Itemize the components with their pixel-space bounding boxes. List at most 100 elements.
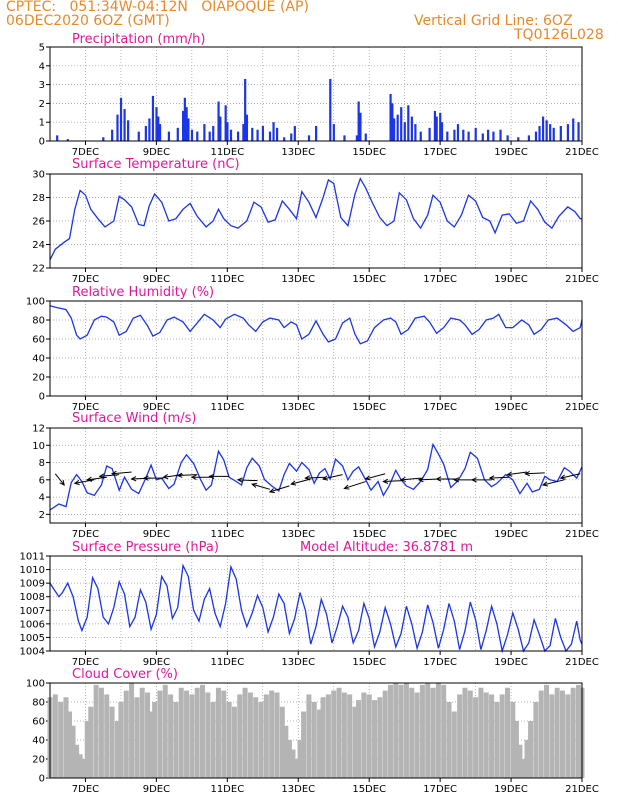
- cloud-column: [570, 687, 576, 778]
- pres-xtick-label: 21DEC: [565, 657, 599, 668]
- precip-bar: [545, 120, 548, 141]
- cloud-column: [84, 721, 90, 778]
- pres-ytick-label: 1006: [20, 619, 45, 630]
- temp-xtick-label: 11DEC: [210, 274, 244, 285]
- header-right-line1: Vertical Grid Line: 6OZ: [414, 13, 573, 29]
- pres-ytick-label: 1004: [20, 647, 45, 658]
- wind-wind-vector: [237, 479, 258, 482]
- precip-bar: [151, 95, 155, 141]
- temp-ytick-label: 22: [32, 264, 45, 275]
- cloud-column: [483, 692, 489, 778]
- wind-wind-arrowhead: [506, 471, 513, 477]
- pres-series-line: [49, 563, 583, 654]
- rh-title: Relative Humidity (%): [72, 285, 214, 300]
- cloud-ytick-label: 20: [32, 755, 45, 766]
- wind-wind-vector: [74, 479, 95, 484]
- precip-bar: [453, 129, 456, 141]
- precip-bar: [541, 116, 545, 141]
- pres-xtick-label: 13DEC: [281, 657, 315, 668]
- cloud-column: [263, 694, 269, 778]
- wind-wind-arrowhead: [268, 488, 275, 494]
- cloud-column: [242, 687, 248, 778]
- precip-bar: [167, 131, 171, 141]
- wind-xtick-label: 13DEC: [281, 529, 315, 540]
- pres-ytick-label: 1011: [20, 552, 45, 563]
- precip-bar: [446, 131, 449, 141]
- precip-ytick-label: 5: [39, 43, 45, 54]
- pres-ytick-label: 1010: [20, 565, 45, 576]
- wind-ytick-label: 10: [32, 441, 45, 452]
- precip-bar: [534, 131, 538, 141]
- wind-wind-arrowhead: [190, 474, 197, 480]
- precip-bar: [559, 125, 562, 141]
- wind-wind-vector: [252, 483, 271, 490]
- cloud-column: [58, 702, 64, 778]
- cloud-column: [104, 694, 110, 778]
- temp-ytick-label: 28: [32, 193, 45, 204]
- precip-bar: [261, 125, 264, 141]
- precip-bar: [393, 118, 396, 141]
- cloud-column: [70, 725, 76, 778]
- wind-wind-arrowhead: [162, 474, 169, 480]
- wind-wind-arrowhead: [364, 475, 371, 481]
- cloud-column: [194, 687, 200, 778]
- precip-bar: [389, 94, 392, 141]
- temp-xtick-label: 15DEC: [352, 274, 386, 285]
- temp-ytick-label: 24: [32, 240, 45, 251]
- wind-wind-vector: [344, 481, 366, 489]
- wind-series-line: [49, 442, 583, 511]
- wind-wind-vector: [507, 471, 528, 476]
- precip-bar: [343, 135, 346, 141]
- cloud-column: [311, 702, 317, 778]
- cloud-column: [393, 683, 399, 778]
- cloud-column: [533, 702, 539, 778]
- rh-xtick-label: 17DEC: [423, 402, 457, 413]
- pres-xtick-label: 11DEC: [210, 657, 244, 668]
- cloud-column: [528, 721, 534, 778]
- cloud-column: [162, 684, 168, 778]
- precip-bar: [517, 137, 520, 141]
- pres-ytick-label: 1007: [20, 606, 45, 617]
- precip-bar: [116, 114, 119, 141]
- cloud-column: [253, 697, 259, 778]
- wind-wind-vector: [560, 473, 581, 479]
- wind-wind-vector: [112, 471, 132, 475]
- precip-bar: [111, 129, 114, 141]
- cloud-title: Cloud Cover (%): [72, 667, 178, 682]
- precip-bar: [492, 131, 495, 141]
- wind-xtick-label: 21DEC: [565, 529, 599, 540]
- cloud-column: [361, 692, 367, 778]
- cloud-column: [210, 702, 216, 778]
- wind-wind-vector: [54, 473, 65, 486]
- rh-ytick-label: 100: [26, 297, 45, 308]
- precip-bar: [251, 127, 254, 141]
- cloud-column: [200, 684, 206, 778]
- wind-ytick-label: 2: [39, 510, 45, 521]
- precip-bar: [293, 125, 296, 141]
- precip-bar: [487, 129, 490, 141]
- cloud-column: [317, 709, 323, 778]
- wind-xtick-label: 7DEC: [72, 529, 99, 540]
- pres-annotation: Model Altitude: 36.8781 m: [300, 540, 473, 555]
- precip-bar: [226, 122, 229, 141]
- cloud-column: [347, 694, 353, 778]
- precip-bar: [148, 118, 151, 141]
- rh-xtick-label: 11DEC: [210, 402, 244, 413]
- precip-bar: [474, 127, 477, 141]
- cloud-xtick-label: 19DEC: [494, 784, 528, 795]
- cloud-column: [441, 684, 447, 778]
- wind-wind-arrowhead: [453, 477, 460, 483]
- precip-bar: [127, 120, 130, 141]
- wind-wind-vector: [383, 480, 403, 483]
- pres-xtick-label: 9DEC: [143, 657, 170, 668]
- wind-wind-vector: [418, 478, 439, 481]
- wind-ytick-label: 8: [39, 458, 45, 469]
- precip-bar: [552, 127, 555, 141]
- cloud-xtick-label: 7DEC: [72, 784, 99, 795]
- cloud-column: [377, 697, 383, 778]
- precip-bar: [364, 133, 367, 141]
- wind-wind-arrowhead: [304, 475, 311, 481]
- cloud-column: [478, 687, 484, 778]
- cloud-column: [221, 690, 227, 778]
